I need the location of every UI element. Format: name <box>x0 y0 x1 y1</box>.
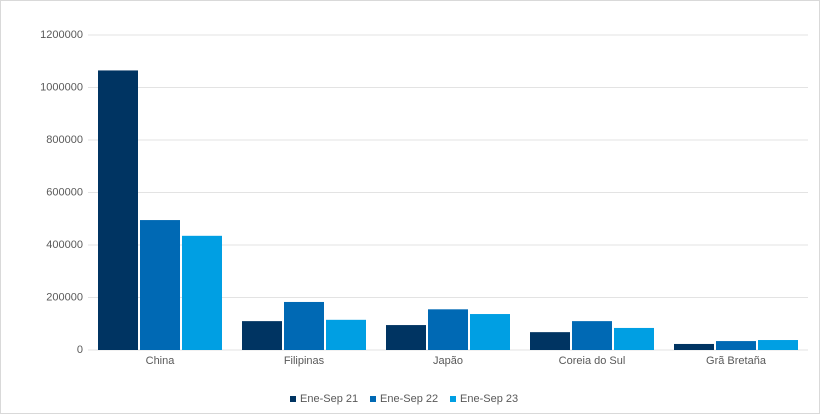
x-tick-label: China <box>146 355 176 367</box>
bar <box>572 321 612 350</box>
legend-label: Ene-Sep 22 <box>380 393 438 405</box>
bar <box>428 309 468 350</box>
legend-swatch <box>370 396 376 402</box>
y-tick-label: 1200000 <box>40 29 83 41</box>
legend-swatch <box>450 396 456 402</box>
bar <box>470 314 510 350</box>
bar <box>140 220 180 350</box>
y-tick-label: 1000000 <box>40 81 83 93</box>
bar <box>614 327 654 350</box>
y-tick-label: 400000 <box>46 239 83 251</box>
x-tick-label: Grã Bretaña <box>706 355 767 367</box>
bar <box>242 321 282 350</box>
y-tick-label: 600000 <box>46 186 83 198</box>
bar <box>326 319 366 350</box>
bar <box>182 235 222 350</box>
y-tick-label: 200000 <box>46 291 83 303</box>
bar <box>716 341 756 350</box>
legend-label: Ene-Sep 23 <box>460 393 518 405</box>
x-tick-label: Japão <box>433 355 463 367</box>
y-tick-label: 800000 <box>46 134 83 146</box>
bar <box>674 343 714 350</box>
bar <box>284 301 324 350</box>
legend-swatch <box>290 396 296 402</box>
bar <box>758 340 798 350</box>
legend-label: Ene-Sep 21 <box>300 393 358 405</box>
bar <box>530 332 570 350</box>
bar <box>386 325 426 350</box>
bar <box>98 70 138 350</box>
x-tick-label: Filipinas <box>284 355 325 367</box>
x-tick-label: Coreia do Sul <box>559 355 626 367</box>
y-tick-label: 0 <box>77 344 83 356</box>
